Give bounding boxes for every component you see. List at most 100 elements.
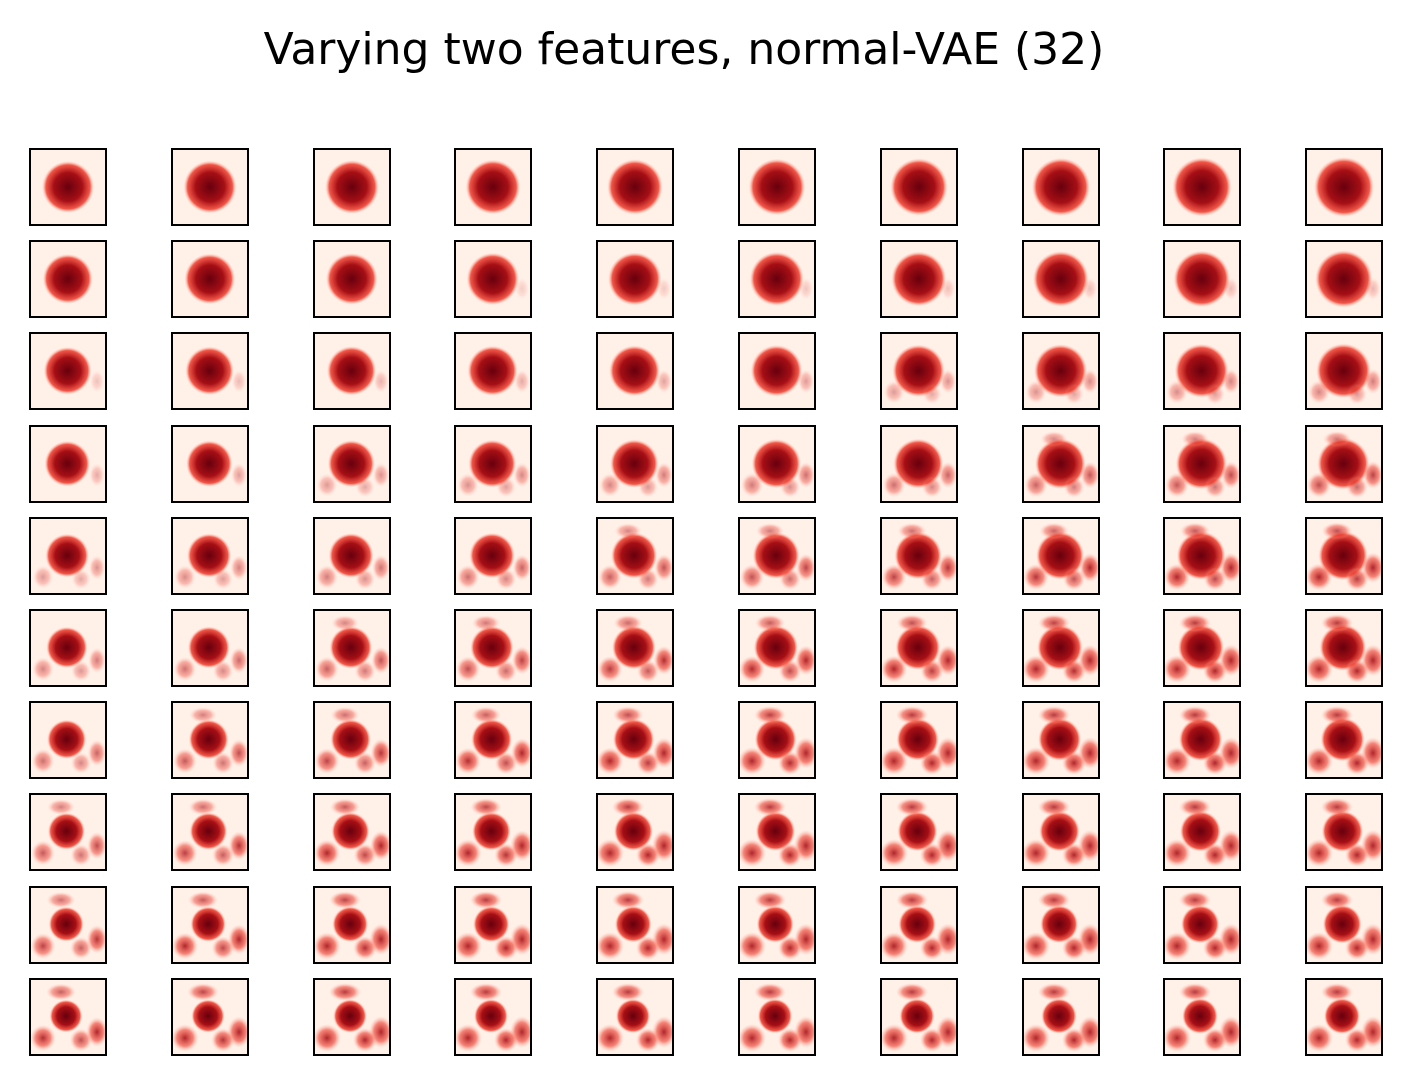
thumbnail-image	[1165, 431, 1239, 498]
thumbnail-image	[882, 522, 956, 591]
figure-title: Varying two features, normal-VAE (32)	[263, 24, 1105, 75]
grid-cell-r9-c6	[738, 886, 816, 964]
thumbnail-image	[315, 706, 389, 775]
grid-cell-r10-c2	[171, 978, 249, 1056]
grid-cell-r1-c10	[1305, 148, 1383, 226]
grid-cell-r9-c1	[29, 886, 107, 964]
thumbnail-image	[883, 344, 956, 405]
thumbnail-image	[598, 523, 672, 590]
grid-cell-r3-c9	[1163, 332, 1241, 410]
grid-cell-r4-c7	[880, 425, 958, 503]
grid-cell-r9-c5	[596, 886, 674, 964]
grid-cell-r2-c6	[738, 240, 816, 318]
thumbnail-image	[882, 891, 956, 960]
grid-cell-r10-c10	[1305, 978, 1383, 1056]
thumbnail-image	[608, 252, 671, 306]
grid-cell-r10-c8	[1022, 978, 1100, 1056]
thumbnail-image	[42, 253, 93, 304]
grid-cell-r3-c1	[29, 332, 107, 410]
thumbnail-image	[1165, 522, 1239, 591]
grid-cell-r2-c9	[1163, 240, 1241, 318]
grid-cell-r1-c1	[29, 148, 107, 226]
thumbnail-image	[1166, 343, 1239, 405]
grid-cell-r3-c2	[171, 332, 249, 410]
grid-cell-r2-c2	[171, 240, 249, 318]
grid-cell-r7-c8	[1022, 701, 1100, 779]
grid-cell-r10-c1	[29, 978, 107, 1056]
grid-cell-r6-c8	[1022, 609, 1100, 687]
thumbnail-image	[456, 983, 530, 1052]
thumbnail-image	[598, 798, 672, 867]
grid-cell-r1-c8	[1022, 148, 1100, 226]
grid-cell-r7-c3	[313, 701, 391, 779]
grid-cell-r7-c6	[738, 701, 816, 779]
thumbnail-image	[1024, 798, 1098, 867]
thumbnail-image	[1024, 983, 1098, 1052]
thumbnail-image	[466, 252, 529, 306]
grid-cell-r6-c4	[454, 609, 532, 687]
grid-cell-r10-c3	[313, 978, 391, 1056]
grid-cell-r7-c1	[29, 701, 107, 779]
grid-cell-r4-c1	[29, 425, 107, 503]
thumbnail-image	[882, 706, 956, 775]
thumbnail-image	[43, 346, 105, 395]
thumbnail-image	[173, 707, 247, 774]
thumbnail-image	[1307, 706, 1381, 775]
thumbnail-image	[316, 440, 389, 498]
thumbnail-image	[183, 160, 237, 214]
grid-cell-r2-c1	[29, 240, 107, 318]
thumbnail-image	[456, 615, 530, 682]
grid-cell-r2-c3	[313, 240, 391, 318]
grid-cell-r3-c3	[313, 332, 391, 410]
grid-cell-r6-c6	[738, 609, 816, 687]
thumbnail-image	[173, 891, 247, 960]
grid-cell-r4-c2	[171, 425, 249, 503]
thumbnail-image	[31, 891, 105, 960]
grid-cell-r2-c5	[596, 240, 674, 318]
thumbnail-image	[882, 614, 956, 683]
grid-cell-r4-c3	[313, 425, 391, 503]
grid-cell-r4-c9	[1163, 425, 1241, 503]
grid-cell-r8-c1	[29, 793, 107, 871]
thumbnail-image	[326, 253, 378, 305]
grid-cell-r9-c7	[880, 886, 958, 964]
grid-cell-r10-c6	[738, 978, 816, 1056]
thumbnail-image	[891, 251, 956, 307]
thumbnail-image	[1308, 343, 1381, 405]
thumbnail-image	[598, 706, 672, 775]
grid-cell-r6-c7	[880, 609, 958, 687]
grid-cell-r5-c10	[1305, 517, 1383, 595]
thumbnail-image	[1307, 798, 1381, 867]
thumbnail-image	[1307, 891, 1381, 960]
thumbnail-image	[456, 706, 530, 775]
grid-cell-r5-c3	[313, 517, 391, 595]
thumbnail-image	[174, 533, 247, 590]
thumbnail-image	[315, 615, 389, 682]
grid-cell-r2-c4	[454, 240, 532, 318]
grid-cell-r8-c6	[738, 793, 816, 871]
grid-cell-r10-c5	[596, 978, 674, 1056]
grid-cell-r6-c10	[1305, 609, 1383, 687]
grid-cell-r3-c8	[1022, 332, 1100, 410]
grid-cell-r5-c1	[29, 517, 107, 595]
thumbnail-image	[740, 798, 814, 867]
thumbnail-image	[1165, 798, 1239, 867]
grid-cell-r5-c2	[171, 517, 249, 595]
grid-cell-r8-c5	[596, 793, 674, 871]
thumbnail-image	[32, 626, 105, 682]
thumbnail-image	[1165, 983, 1239, 1052]
grid-cell-r1-c4	[454, 148, 532, 226]
thumbnail-image	[1165, 891, 1239, 960]
thumbnail-image	[1173, 250, 1239, 308]
grid-cell-r9-c3	[313, 886, 391, 964]
grid-cell-r7-c9	[1163, 701, 1241, 779]
grid-cell-r9-c8	[1022, 886, 1100, 964]
grid-cell-r4-c8	[1022, 425, 1100, 503]
grid-cell-r6-c3	[313, 609, 391, 687]
thumbnail-image	[1165, 614, 1239, 683]
thumbnail-image	[1031, 157, 1091, 217]
thumbnail-image	[740, 983, 814, 1052]
thumbnail-image	[31, 719, 105, 774]
grid-cell-r1-c7	[880, 148, 958, 226]
grid-cell-r9-c4	[454, 886, 532, 964]
